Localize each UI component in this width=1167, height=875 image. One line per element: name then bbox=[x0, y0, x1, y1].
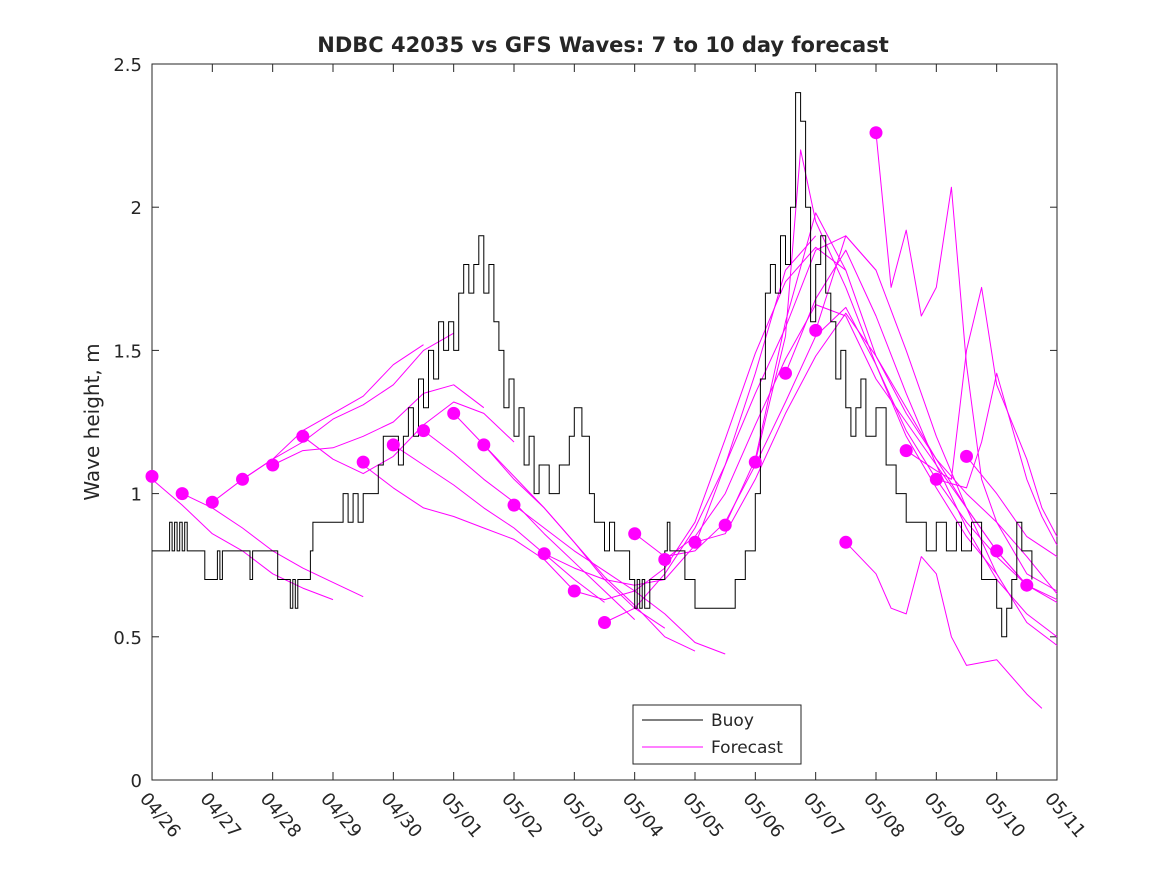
forecast-run-line bbox=[724, 212, 1058, 603]
forecast-markers bbox=[145, 126, 1034, 629]
y-tick-label: 0 bbox=[131, 771, 142, 792]
y-tick-label: 0.5 bbox=[113, 628, 142, 649]
forecast-marker bbox=[447, 406, 461, 420]
forecast-marker bbox=[236, 472, 249, 486]
forecast-run-line bbox=[815, 235, 1058, 646]
forecast-series bbox=[151, 132, 1058, 709]
y-tick-label: 1.5 bbox=[113, 341, 142, 362]
forecast-marker bbox=[356, 455, 370, 469]
forecast-marker bbox=[748, 455, 762, 469]
plot-area-frame bbox=[151, 63, 1058, 781]
forecast-run-line bbox=[543, 235, 817, 586]
y-axis: 0 0.5 1 1.5 2 2.5 bbox=[113, 55, 1057, 792]
forecast-marker bbox=[266, 458, 280, 472]
legend-label-forecast: Forecast bbox=[711, 738, 783, 758]
forecast-marker bbox=[537, 547, 551, 561]
forecast-marker bbox=[296, 429, 310, 443]
forecast-marker bbox=[145, 469, 159, 483]
buoy-line bbox=[152, 92, 1033, 638]
forecast-run-line bbox=[754, 149, 1058, 601]
forecast-marker bbox=[507, 498, 521, 512]
forecast-marker bbox=[598, 616, 611, 629]
forecast-marker bbox=[628, 527, 642, 541]
forecast-marker bbox=[929, 472, 943, 486]
forecast-marker bbox=[205, 495, 219, 509]
y-tick-label: 2 bbox=[131, 198, 142, 219]
forecast-run-line bbox=[513, 504, 726, 655]
y-tick-label: 1 bbox=[131, 485, 142, 506]
buoy-series bbox=[152, 92, 1033, 638]
forecast-marker bbox=[1020, 578, 1034, 592]
forecast-run-line bbox=[483, 444, 696, 652]
forecast-marker bbox=[779, 366, 792, 380]
forecast-marker bbox=[688, 535, 702, 549]
chart-title: NDBC 42035 vs GFS Waves: 7 to 10 day for… bbox=[317, 33, 888, 57]
forecast-run-line bbox=[905, 286, 1058, 537]
legend-label-buoy: Buoy bbox=[711, 711, 754, 731]
forecast-marker bbox=[477, 438, 491, 452]
forecast-run-line bbox=[393, 444, 605, 603]
forecast-run-line bbox=[936, 372, 1058, 546]
forecast-marker bbox=[658, 553, 672, 566]
legend: Buoy Forecast bbox=[632, 704, 802, 765]
forecast-marker bbox=[960, 449, 973, 463]
forecast-marker bbox=[175, 487, 189, 501]
forecast-run-line bbox=[966, 456, 1058, 558]
forecast-run-line bbox=[423, 430, 636, 620]
forecast-run-line bbox=[272, 384, 485, 466]
forecast-marker bbox=[809, 323, 823, 337]
forecast-marker bbox=[718, 518, 732, 532]
forecast-marker bbox=[417, 424, 430, 438]
legend-box bbox=[632, 704, 802, 765]
forecast-marker bbox=[990, 544, 1004, 558]
forecast-run-line bbox=[845, 541, 1043, 709]
forecast-run-line bbox=[302, 401, 515, 475]
forecast-run-line bbox=[574, 246, 847, 601]
forecast-marker bbox=[839, 535, 853, 549]
forecast-marker bbox=[899, 444, 913, 458]
y-tick-label: 2.5 bbox=[113, 55, 142, 76]
forecast-run-line bbox=[242, 332, 454, 480]
forecast-marker bbox=[386, 438, 400, 452]
forecast-marker bbox=[869, 126, 883, 140]
forecast-run-line bbox=[875, 132, 1058, 592]
y-axis-label: Wave height, m bbox=[80, 343, 104, 500]
forecast-marker bbox=[567, 584, 581, 598]
